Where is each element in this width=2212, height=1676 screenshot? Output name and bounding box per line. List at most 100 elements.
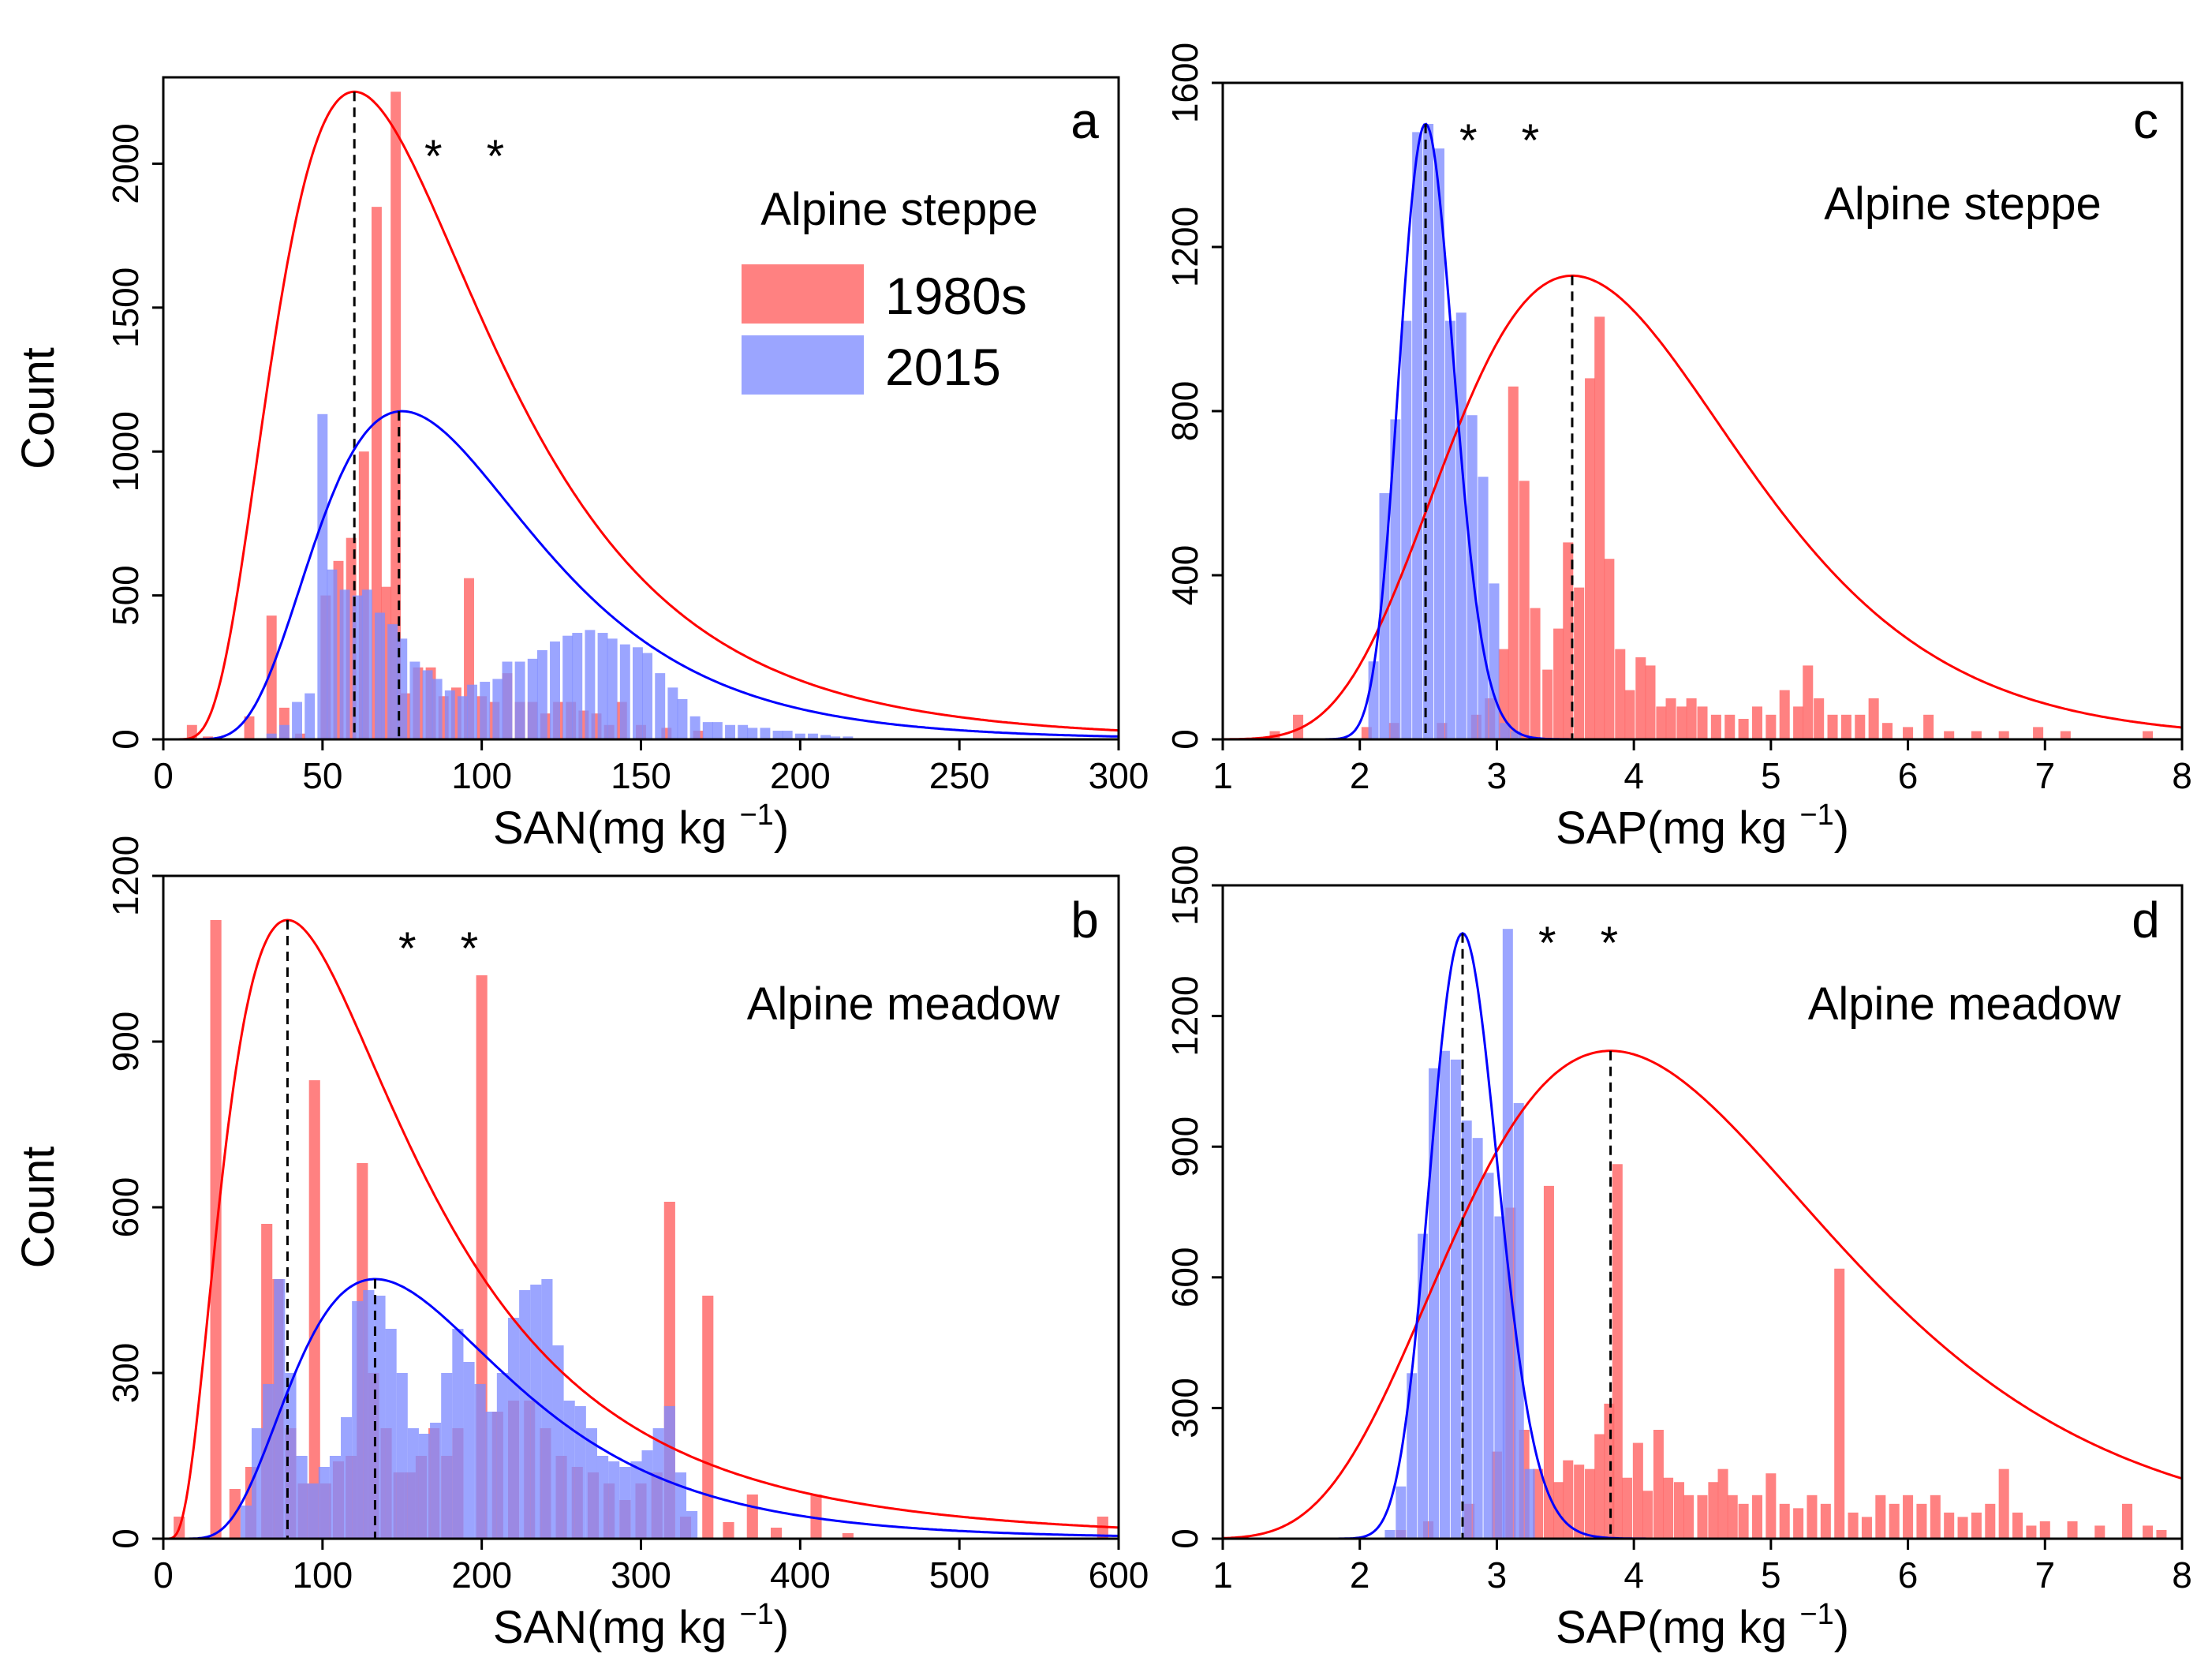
histogram-bar <box>305 693 316 739</box>
histogram-bar <box>760 728 771 739</box>
histogram-bar <box>1502 929 1513 1539</box>
histogram-bar <box>1814 698 1825 739</box>
histogram-bar <box>1444 320 1455 739</box>
x-axis-title-sup: −1 <box>1799 1598 1833 1631</box>
histogram-bar <box>317 413 328 739</box>
histogram-bar <box>329 1456 342 1539</box>
histogram-bar <box>409 661 420 739</box>
histogram-bar <box>422 670 433 739</box>
histogram-bar <box>2156 1529 2167 1539</box>
histogram-bar <box>1621 1477 1632 1539</box>
histogram-bar <box>1433 148 1444 739</box>
histogram-bar <box>363 1290 375 1539</box>
x-tick-label: 7 <box>2035 1554 2055 1596</box>
histogram-bar <box>1765 1473 1777 1539</box>
x-tick-label: 3 <box>1487 1554 1508 1596</box>
histogram-bar <box>2033 727 2044 739</box>
histogram-bar <box>1971 731 1982 739</box>
histogram-bar <box>550 641 560 739</box>
histogram-bar <box>1697 706 1708 739</box>
histogram-bar <box>1793 706 1804 739</box>
x-tick-label: 4 <box>1624 755 1644 796</box>
histogram-bar <box>1765 714 1777 739</box>
histogram-bar <box>1708 1482 1719 1539</box>
histogram-bar <box>1574 1465 1585 1539</box>
x-tick-label: 200 <box>451 1554 512 1596</box>
histogram-bar <box>1882 723 1893 739</box>
chart-panel-b: 0 100 200 300 400 500 600 0 300 600 900 1200 SAN(mg … <box>13 836 1149 1653</box>
y-tick-label: 0 <box>105 729 146 750</box>
density-curve-1980s <box>1223 274 2182 739</box>
x-axis-title-main: SAN(mg kg <box>493 802 740 854</box>
histogram-bar <box>1390 419 1401 739</box>
histogram-bar <box>1429 1068 1440 1539</box>
histogram-bar <box>607 638 618 739</box>
histogram-bar <box>1594 316 1605 739</box>
histogram-bar <box>492 679 503 739</box>
x-tick-label: 3 <box>1487 755 1508 796</box>
histogram-bar <box>452 1329 464 1539</box>
histogram-bar <box>794 733 805 739</box>
histogram-bar <box>552 1345 564 1539</box>
x-axis-title-main: SAN(mg kg <box>493 1602 740 1653</box>
histogram-bar <box>1604 1403 1615 1539</box>
histogram-bar <box>502 661 513 739</box>
histogram-bar <box>1418 1233 1429 1539</box>
y-tick-label: 900 <box>105 1012 146 1072</box>
histogram-bar <box>387 624 398 739</box>
histogram-bar <box>1553 1482 1564 1539</box>
x-tick-label: 0 <box>153 1554 174 1596</box>
significance-marker: * * <box>1538 918 1634 969</box>
x-tick-label: 6 <box>1898 755 1919 796</box>
histogram-bar <box>1293 714 1304 739</box>
histogram-bar <box>1930 1495 1941 1539</box>
histogram-bar <box>1971 1512 1982 1539</box>
histogram-bar <box>1779 690 1790 739</box>
y-tick-label: 500 <box>105 565 146 626</box>
x-axis-title: SAP(mg kg −1) <box>1556 799 1849 854</box>
y-tick-label: 1500 <box>1164 845 1205 926</box>
histogram-bar <box>746 1495 758 1539</box>
x-tick-label: 2 <box>1350 1554 1370 1596</box>
histogram-bar <box>1861 1517 1872 1539</box>
histogram-bar <box>1412 132 1423 739</box>
histogram-bar <box>1875 1495 1886 1539</box>
histogram-bar <box>2039 1521 2050 1539</box>
plot-frame <box>1221 884 2184 1540</box>
y-tick-label: 300 <box>105 1343 146 1404</box>
y-tick-label: 0 <box>105 1528 146 1549</box>
y-tick-label: 600 <box>105 1177 146 1238</box>
histogram-bar <box>1653 1430 1664 1539</box>
x-tick-label: 8 <box>2172 755 2192 796</box>
histogram-1980s <box>1269 316 2154 739</box>
histogram-bar <box>457 696 468 739</box>
histogram-bar <box>1624 690 1635 739</box>
histogram-bar <box>1889 1503 1900 1539</box>
histogram-bar <box>1642 1491 1653 1539</box>
histogram-bar <box>263 1384 275 1539</box>
histogram-bar <box>1384 1529 1396 1539</box>
histogram-bar <box>1686 698 1697 739</box>
y-tick-label: 600 <box>1164 1247 1205 1308</box>
x-tick-label: 1 <box>1212 755 1233 796</box>
histogram-bar <box>514 661 525 739</box>
histogram-bar <box>808 733 818 739</box>
y-tick-label: 0 <box>1164 1528 1205 1549</box>
histogram-bar <box>292 701 302 739</box>
legend-title: Alpine steppe <box>760 184 1037 235</box>
histogram-bar <box>596 1456 609 1539</box>
y-tick-label: 400 <box>1164 545 1205 606</box>
histogram-bar <box>527 658 538 739</box>
histogram-bar <box>1513 1103 1524 1539</box>
histogram-bar <box>1543 1185 1554 1539</box>
histogram-bar <box>1827 714 1838 739</box>
histogram-bar <box>1751 1495 1762 1539</box>
x-tick-label: 2 <box>1350 755 1370 796</box>
y-tick-label: 1600 <box>1164 43 1205 123</box>
histogram-bar <box>1903 727 1914 739</box>
histogram-bar <box>1848 1512 1859 1539</box>
histogram-bar <box>339 589 350 739</box>
y-axis-title: Count <box>13 347 64 470</box>
histogram-bar <box>738 724 749 739</box>
density-curve-1980s <box>1223 1049 2182 1539</box>
